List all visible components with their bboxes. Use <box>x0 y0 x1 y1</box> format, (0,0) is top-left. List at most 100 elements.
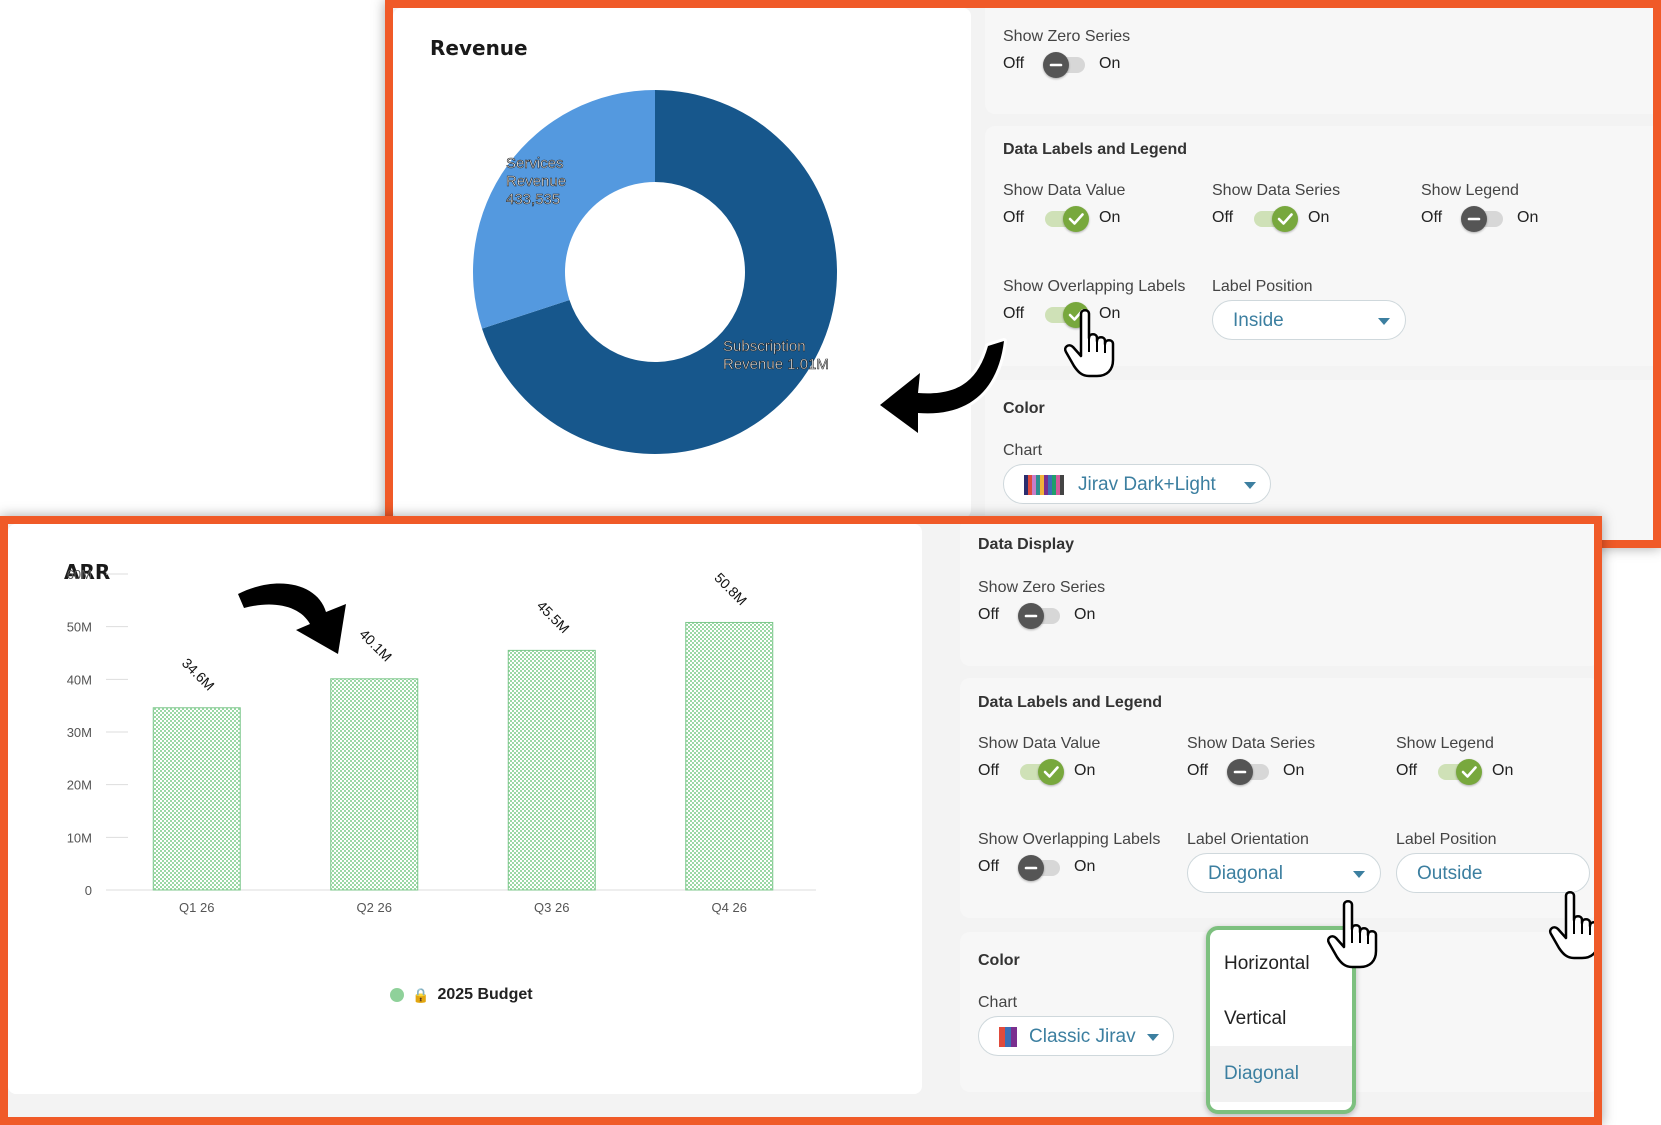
on-label: On <box>1517 209 1539 226</box>
arr-panel: ARR 0 10M 20M 30M 40M 50M 60M Q1 26 34.6M Q2 26 40… <box>0 516 1602 1125</box>
on-label: On <box>1074 858 1096 875</box>
on-label: On <box>1074 762 1096 779</box>
show-data-value-label: Show Data Value <box>1003 182 1126 199</box>
menu-item-horizontal[interactable]: Horizontal <box>1224 953 1310 974</box>
color-section: Color Chart Jirav Dark+Light <box>985 380 1653 540</box>
show-data-series-label: Show Data Series <box>1187 735 1316 752</box>
palette-swatch-icon <box>999 1027 1017 1047</box>
y-tick-label: 50M <box>67 620 92 635</box>
off-label: Off <box>1187 762 1209 779</box>
chart-color-label: Chart <box>978 994 1018 1011</box>
label-position-label: Label Position <box>1396 831 1497 848</box>
section-title: Data Labels and Legend <box>1003 141 1188 158</box>
show-overlapping-labels-label: Show Overlapping Labels <box>1003 278 1186 295</box>
show-legend-toggle[interactable] <box>1438 759 1482 785</box>
section-title: Color <box>978 952 1020 969</box>
chevron-down-icon <box>1378 318 1390 325</box>
label-orientation-dropdown[interactable]: Diagonal <box>1187 853 1381 893</box>
show-legend-toggle[interactable] <box>1461 206 1503 232</box>
y-tick-label: 30M <box>67 725 92 740</box>
show-zero-series-label: Show Zero Series <box>1003 28 1131 45</box>
label-position-dropdown[interactable]: Outside <box>1396 853 1590 893</box>
menu-item-diagonal[interactable]: Diagonal <box>1210 1046 1352 1102</box>
off-label: Off <box>1003 209 1025 226</box>
chart-palette-dropdown[interactable]: Jirav Dark+Light <box>1003 464 1271 504</box>
chart-color-label: Chart <box>1003 442 1043 459</box>
off-label: Off <box>1003 55 1025 72</box>
chart-palette-dropdown[interactable]: Classic Jirav <box>978 1016 1174 1056</box>
dropdown-value: Outside <box>1417 863 1483 884</box>
data-labels-legend-section: Data Labels and Legend Show Data Value O… <box>985 126 1653 366</box>
section-title: Data Labels and Legend <box>978 694 1163 711</box>
x-tick-label: Q2 26 <box>357 900 392 915</box>
lock-icon: 🔒 <box>412 986 430 1003</box>
dropdown-value: Inside <box>1233 310 1284 331</box>
on-label: On <box>1492 762 1514 779</box>
off-label: Off <box>1396 762 1418 779</box>
chevron-down-icon <box>1244 482 1256 489</box>
show-zero-series-toggle[interactable] <box>1018 603 1060 629</box>
subscription-revenue-slice <box>482 90 837 454</box>
annotation-arrow-icon <box>878 338 1007 436</box>
label-orientation-label: Label Orientation <box>1187 831 1309 848</box>
chevron-down-icon <box>1147 1034 1159 1041</box>
show-overlapping-labels-label: Show Overlapping Labels <box>978 831 1161 848</box>
label-orientation-menu: Horizontal Vertical Diagonal <box>1206 926 1356 1114</box>
hand-cursor-icon <box>1327 900 1378 969</box>
annotation-arrow-icon <box>234 579 350 658</box>
off-label: Off <box>978 858 1000 875</box>
on-label: On <box>1283 762 1305 779</box>
revenue-chart-card: Revenue Services Revenue 433,535 Subscripti… <box>393 8 971 518</box>
chart-title: Revenue <box>430 36 528 60</box>
legend-swatch <box>390 988 404 1002</box>
off-label: Off <box>978 762 1000 779</box>
slice-label: Services Revenue 433,535 <box>506 155 566 208</box>
arr-chart-card: ARR 0 10M 20M 30M 40M 50M 60M Q1 26 34.6M Q2 26 40… <box>8 524 922 1094</box>
show-legend-label: Show Legend <box>1396 735 1494 752</box>
off-label: Off <box>1421 209 1443 226</box>
label-position-label: Label Position <box>1212 278 1313 295</box>
off-label: Off <box>1003 305 1025 322</box>
x-tick-label: Q1 26 <box>179 900 214 915</box>
revenue-donut-chart: Services Revenue 433,535 Subscription Revenu… <box>473 90 837 454</box>
bar <box>330 678 419 891</box>
menu-item-vertical[interactable]: Vertical <box>1224 1008 1287 1029</box>
dropdown-value: Jirav Dark+Light <box>1078 474 1216 495</box>
x-tick-label: Q4 26 <box>712 900 747 915</box>
on-label: On <box>1074 606 1096 623</box>
on-label: On <box>1099 305 1121 322</box>
y-tick-label: 0 <box>85 883 92 898</box>
data-label: 45.5M <box>534 597 573 636</box>
bar <box>685 621 774 891</box>
section-title: Color <box>1003 400 1045 417</box>
hand-cursor-icon <box>1064 309 1115 378</box>
section-title: Data Display <box>978 536 1075 553</box>
legend-label: 2025 Budget <box>437 986 533 1003</box>
show-legend-label: Show Legend <box>1421 182 1519 199</box>
data-label: 50.8M <box>711 570 750 609</box>
show-data-value-label: Show Data Value <box>978 735 1101 752</box>
show-data-value-toggle[interactable] <box>1020 759 1064 785</box>
y-tick-label: 10M <box>67 830 92 845</box>
dropdown-value: Diagonal <box>1208 863 1283 884</box>
show-zero-series-label: Show Zero Series <box>978 579 1106 596</box>
on-label: On <box>1308 209 1330 226</box>
hand-cursor-icon <box>1549 891 1594 960</box>
show-zero-series-toggle[interactable] <box>1043 52 1085 78</box>
x-tick-label: Q3 26 <box>534 900 569 915</box>
chart-legend[interactable]: 🔒 2025 Budget <box>390 986 533 1004</box>
palette-swatch-icon <box>1024 475 1064 495</box>
show-data-series-toggle[interactable] <box>1254 206 1298 232</box>
revenue-panel: Revenue Services Revenue 433,535 Subscripti… <box>385 0 1661 548</box>
data-labels-legend-section: Data Labels and Legend Show Data Value O… <box>960 678 1594 918</box>
on-label: On <box>1099 209 1121 226</box>
show-data-value-toggle[interactable] <box>1045 206 1089 232</box>
off-label: Off <box>1212 209 1234 226</box>
slice-label: Subscription Revenue 1.01M <box>723 338 829 373</box>
services-revenue-slice <box>473 90 655 329</box>
show-overlapping-labels-toggle[interactable] <box>1018 855 1060 881</box>
off-label: Off <box>978 606 1000 623</box>
show-data-series-toggle[interactable] <box>1227 759 1269 785</box>
label-position-dropdown[interactable]: Inside <box>1212 300 1406 340</box>
